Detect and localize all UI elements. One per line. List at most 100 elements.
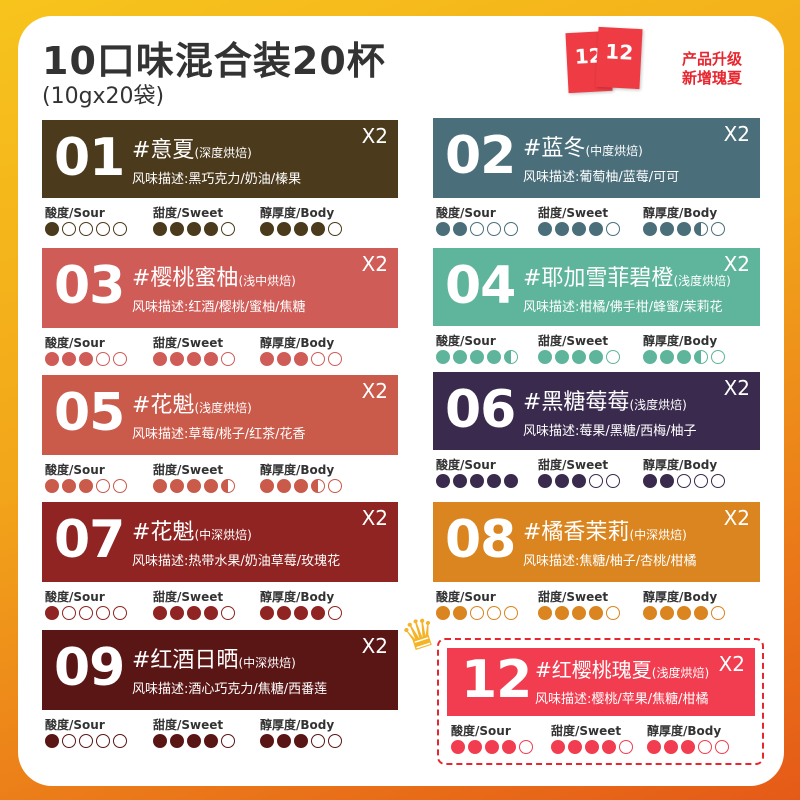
rating-dot <box>694 474 708 488</box>
roast-level: (浅度烘焙) <box>629 398 687 412</box>
rating-dot <box>277 479 291 493</box>
flavor-number: 09 <box>54 638 125 698</box>
rating-dot <box>538 350 552 364</box>
rating-dot <box>294 479 308 493</box>
flavor-title: #樱桃蜜柚 <box>132 266 239 291</box>
rating-dot <box>311 606 325 620</box>
rating-dot <box>643 350 657 364</box>
metric-label-sweet: 甜度/Sweet <box>153 718 224 732</box>
metric-label-sour: 酸度/Sour <box>45 718 105 732</box>
metric-label-sweet: 甜度/Sweet <box>153 206 224 220</box>
rating-dot <box>643 606 657 620</box>
flavor-banner: 05 #花魁(浅度烘焙) 风味描述:草莓/桃子/红茶/花香 X2 <box>42 375 398 455</box>
rating-dot <box>187 352 201 366</box>
rating-dot <box>555 222 569 236</box>
roast-level: (浅度烘焙) <box>194 401 252 415</box>
rating-dot <box>277 606 291 620</box>
rating-dot <box>572 222 586 236</box>
rating-dot <box>470 474 484 488</box>
rating-body <box>260 352 342 366</box>
rating-dot <box>572 350 586 364</box>
rating-dot <box>589 606 603 620</box>
rating-dot <box>468 740 482 754</box>
rating-dot <box>660 350 674 364</box>
rating-dot <box>538 222 552 236</box>
rating-dot <box>311 352 325 366</box>
rating-dot <box>328 352 342 366</box>
rating-dot <box>470 606 484 620</box>
rating-sweet <box>153 606 235 620</box>
rating-dot <box>170 606 184 620</box>
rating-dot <box>453 474 467 488</box>
rating-body <box>260 222 342 236</box>
flavor-banner: 01 #意夏(深度烘焙) 风味描述:黑巧克力/奶油/榛果 X2 <box>42 120 398 198</box>
rating-dot <box>62 222 76 236</box>
metric-label-body: 醇厚度/Body <box>643 590 718 604</box>
flavor-name: #橘香茉莉(中深烘焙) <box>523 514 687 546</box>
rating-dot <box>698 740 712 754</box>
flavor-name: #红酒日晒(中深烘焙) <box>132 642 296 674</box>
metric-label-sour: 酸度/Sour <box>436 458 496 472</box>
rating-dot <box>643 222 657 236</box>
rating-sour <box>436 606 518 620</box>
rating-dot <box>204 734 218 748</box>
rating-dot <box>277 222 291 236</box>
rating-sour <box>45 734 127 748</box>
rating-body <box>643 474 725 488</box>
rating-body <box>647 740 729 754</box>
flavor-title: #花魁 <box>132 520 195 545</box>
rating-dot <box>221 352 235 366</box>
flavor-title: #意夏 <box>132 138 195 163</box>
rating-dot <box>96 606 110 620</box>
rating-dot <box>170 352 184 366</box>
rating-dot <box>504 350 518 364</box>
rating-dot <box>677 606 691 620</box>
quantity-badge: X2 <box>361 634 388 658</box>
flavor-name: #红樱桃瑰夏(浅度烘焙) <box>535 654 709 683</box>
rating-dot <box>96 352 110 366</box>
rating-dot <box>589 474 603 488</box>
rating-sweet <box>153 352 235 366</box>
rating-dot <box>711 474 725 488</box>
metric-label-body: 醇厚度/Body <box>643 206 718 220</box>
flavor-title: #橘香茉莉 <box>523 520 630 545</box>
rating-sweet <box>538 606 620 620</box>
rating-dot <box>170 479 184 493</box>
rating-dot <box>485 740 499 754</box>
rating-dot <box>62 734 76 748</box>
rating-dot <box>328 606 342 620</box>
roast-level: (浅中烘焙) <box>238 274 296 288</box>
metric-label-sour: 酸度/Sour <box>436 334 496 348</box>
rating-dot <box>711 222 725 236</box>
metric-label-sour: 酸度/Sour <box>45 206 105 220</box>
rating-dot <box>277 734 291 748</box>
flavor-name: #耶加雪菲碧橙(浅度烘焙) <box>523 260 731 292</box>
rating-dot <box>96 479 110 493</box>
rating-sweet <box>153 734 235 748</box>
rating-dot <box>487 606 501 620</box>
roast-level: (中深烘焙) <box>194 528 252 542</box>
quantity-badge: X2 <box>361 506 388 530</box>
rating-dot <box>436 606 450 620</box>
rating-dot <box>221 222 235 236</box>
rating-dot <box>538 606 552 620</box>
rating-sour <box>45 606 127 620</box>
flavor-name: #樱桃蜜柚(浅中烘焙) <box>132 260 296 292</box>
rating-dot <box>681 740 695 754</box>
rating-dot <box>187 606 201 620</box>
rating-dot <box>502 740 516 754</box>
rating-dot <box>96 734 110 748</box>
rating-dot <box>311 222 325 236</box>
rating-dot <box>647 740 661 754</box>
product-pack-image: 12 12 <box>565 26 647 94</box>
quantity-badge: X2 <box>361 379 388 403</box>
rating-dot <box>79 734 93 748</box>
metric-label-body: 醇厚度/Body <box>260 590 335 604</box>
rating-dot <box>328 734 342 748</box>
rating-dot <box>694 350 708 364</box>
quantity-badge: X2 <box>723 122 750 146</box>
rating-dot <box>711 606 725 620</box>
rating-sweet <box>551 740 633 754</box>
rating-dot <box>221 606 235 620</box>
metric-label-sweet: 甜度/Sweet <box>538 334 609 348</box>
